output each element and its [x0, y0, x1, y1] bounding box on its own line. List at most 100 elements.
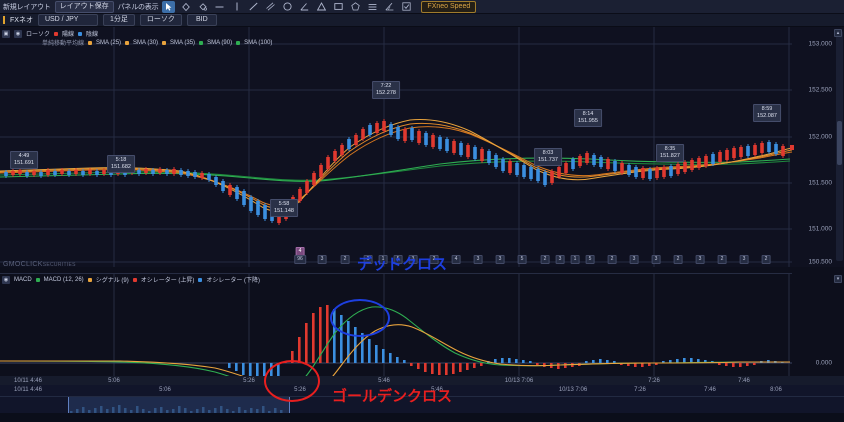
- check-box-icon[interactable]: [400, 1, 413, 13]
- tick-chip[interactable]: 2: [340, 255, 350, 264]
- tick-chip[interactable]: 5: [517, 255, 527, 264]
- macd-visibility-icon[interactable]: ◉: [2, 275, 10, 284]
- price-panel[interactable]: ▣ ◉ ローソク 陽線 陰線 単純移動平均線 SMA (25) SMA (30)…: [0, 27, 844, 267]
- pentagon-icon[interactable]: [349, 1, 362, 13]
- tick-chip[interactable]: 2: [673, 255, 683, 264]
- y-tick: 150.500: [808, 258, 833, 266]
- x-tick: 10/13 7:06: [504, 377, 534, 384]
- overview-x-tick: 10/13 7:06: [558, 386, 588, 393]
- tick-chip[interactable]: 3: [695, 255, 705, 264]
- tick-chip[interactable]: 5: [393, 255, 403, 264]
- tick-chip[interactable]: 3: [651, 255, 661, 264]
- legend-ma-title: 単純移動平均線: [42, 41, 85, 47]
- legend-sma-35: SMA (35): [170, 39, 196, 46]
- cursor-icon[interactable]: [162, 0, 176, 13]
- horizontal-line-icon[interactable]: [213, 1, 226, 13]
- tick-chip[interactable]: 96: [294, 255, 306, 264]
- magnet-icon[interactable]: [196, 1, 209, 13]
- parallel-line-icon[interactable]: [264, 1, 277, 13]
- chart-settings-icon[interactable]: ▣: [2, 29, 10, 38]
- list-icon[interactable]: [366, 1, 379, 13]
- tick-chip[interactable]: 3: [555, 255, 565, 264]
- interval-select[interactable]: 1分足: [102, 14, 135, 26]
- macd-collapse-button[interactable]: ▾: [834, 275, 842, 283]
- tick-chip[interactable]: 1: [570, 255, 580, 264]
- tick-chip[interactable]: 2: [607, 255, 617, 264]
- instrument-marker: [3, 16, 5, 24]
- flag-time: 8:14: [582, 111, 594, 117]
- flag-price: 151.737: [538, 157, 558, 163]
- crosshair-icon[interactable]: [179, 1, 192, 13]
- tick-chip[interactable]: 3: [495, 255, 505, 264]
- legend-sma-30: SMA (30): [133, 39, 159, 46]
- y-tick: 151.000: [808, 225, 833, 233]
- new-layout-button[interactable]: 新規レイアウト: [3, 3, 51, 11]
- tick-chip[interactable]: 3: [408, 255, 418, 264]
- chart-type-select[interactable]: ローソク: [139, 14, 182, 26]
- visibility-icon[interactable]: ◉: [14, 29, 22, 38]
- panel-collapse-button[interactable]: ▴: [834, 29, 842, 37]
- macd-signal-line: [0, 324, 790, 396]
- sma-25-swatch: [88, 40, 93, 45]
- tick-chip[interactable]: 1: [378, 255, 388, 264]
- dead-cross-circle: [330, 299, 390, 337]
- fxneo-speed-button[interactable]: FXneo Speed: [421, 0, 477, 13]
- tick-chip[interactable]: 3: [739, 255, 749, 264]
- currency-pair-select[interactable]: USD / JPY: [37, 14, 98, 26]
- overview-x-tick: 8:06: [770, 386, 782, 393]
- flag-time: 5:58: [278, 201, 290, 207]
- triangle-icon[interactable]: [315, 1, 328, 13]
- flag-price: 152.087: [757, 113, 777, 119]
- price-flag: 8:35 151.827: [656, 144, 684, 162]
- tick-chip[interactable]: 2: [540, 255, 550, 264]
- legend-row-candle: ▣ ◉ ローソク 陽線 陰線: [2, 29, 272, 38]
- price-flag: 5:58 151.148: [270, 199, 298, 217]
- macd-y-axis: 0.000: [792, 273, 844, 413]
- flag-time: 8:35: [664, 146, 676, 152]
- show-panel-button[interactable]: パネルの表示: [117, 3, 159, 11]
- down-candle-swatch: [78, 31, 83, 36]
- price-flag: 7:22 152.278: [372, 81, 400, 99]
- tick-chip[interactable]: 2: [429, 255, 439, 264]
- golden-cross-circle: [264, 360, 320, 402]
- tick-chip[interactable]: 3: [363, 255, 373, 264]
- ellipse-icon[interactable]: [281, 1, 294, 13]
- y-tick: 153.000: [808, 40, 833, 48]
- chart-area: ▣ ◉ ローソク 陽線 陰線 単純移動平均線 SMA (25) SMA (30)…: [0, 27, 844, 422]
- x-tick: 7:46: [738, 377, 750, 384]
- tick-chip[interactable]: 3: [629, 255, 639, 264]
- tick-chip[interactable]: 3: [317, 255, 327, 264]
- vertical-line-icon[interactable]: [230, 1, 243, 13]
- legend-sma-90: SMA (90): [207, 39, 233, 46]
- legend-macd-params: MACD (12, 26): [43, 276, 84, 283]
- trend-line-icon[interactable]: [247, 1, 260, 13]
- tick-chip-strip: 4 96 3 2 3 1 5 3 2 4 3 3 5 2 3 1 5 2 3 3…: [0, 247, 844, 267]
- tick-chip[interactable]: 2: [717, 255, 727, 264]
- tick-chip[interactable]: 4: [451, 255, 461, 264]
- x-tick: 5:46: [378, 377, 390, 384]
- scrollbar-thumb[interactable]: [837, 121, 842, 165]
- flag-time: 8:03: [542, 150, 554, 156]
- broker-watermark: GMOCLICKSECURITIES: [3, 261, 76, 268]
- tick-chip[interactable]: 3: [473, 255, 483, 264]
- legend-signal: シグナル (9): [95, 278, 129, 284]
- overview-x-tick: 7:46: [704, 386, 716, 393]
- fib-icon[interactable]: [383, 1, 396, 13]
- overview-x-tick: 7:26: [634, 386, 646, 393]
- save-layout-button[interactable]: レイアウト保存: [54, 0, 114, 13]
- tick-chip[interactable]: 5: [585, 255, 595, 264]
- y-tick: 151.500: [808, 179, 833, 187]
- time-axis: 10/11 4:46 5:06 5:26 5:46 10/13 7:06 7:2…: [0, 376, 844, 387]
- rectangle-icon[interactable]: [332, 1, 345, 13]
- legend-oscillator-down: オシレーター (下降): [206, 278, 261, 284]
- price-vertical-scrollbar[interactable]: [836, 31, 843, 261]
- x-tick: 7:26: [648, 377, 660, 384]
- tick-chip[interactable]: 2: [761, 255, 771, 264]
- sma-100-swatch: [236, 40, 241, 45]
- oscillator-up-swatch: [132, 277, 137, 282]
- macd-legend: ◉ MACD MACD (12, 26) シグナル (9) オシレーター (上昇…: [2, 275, 260, 284]
- price-flag: 5:18 151.682: [107, 155, 135, 173]
- angle-icon[interactable]: [298, 1, 311, 13]
- price-mode-select[interactable]: BID: [186, 14, 217, 26]
